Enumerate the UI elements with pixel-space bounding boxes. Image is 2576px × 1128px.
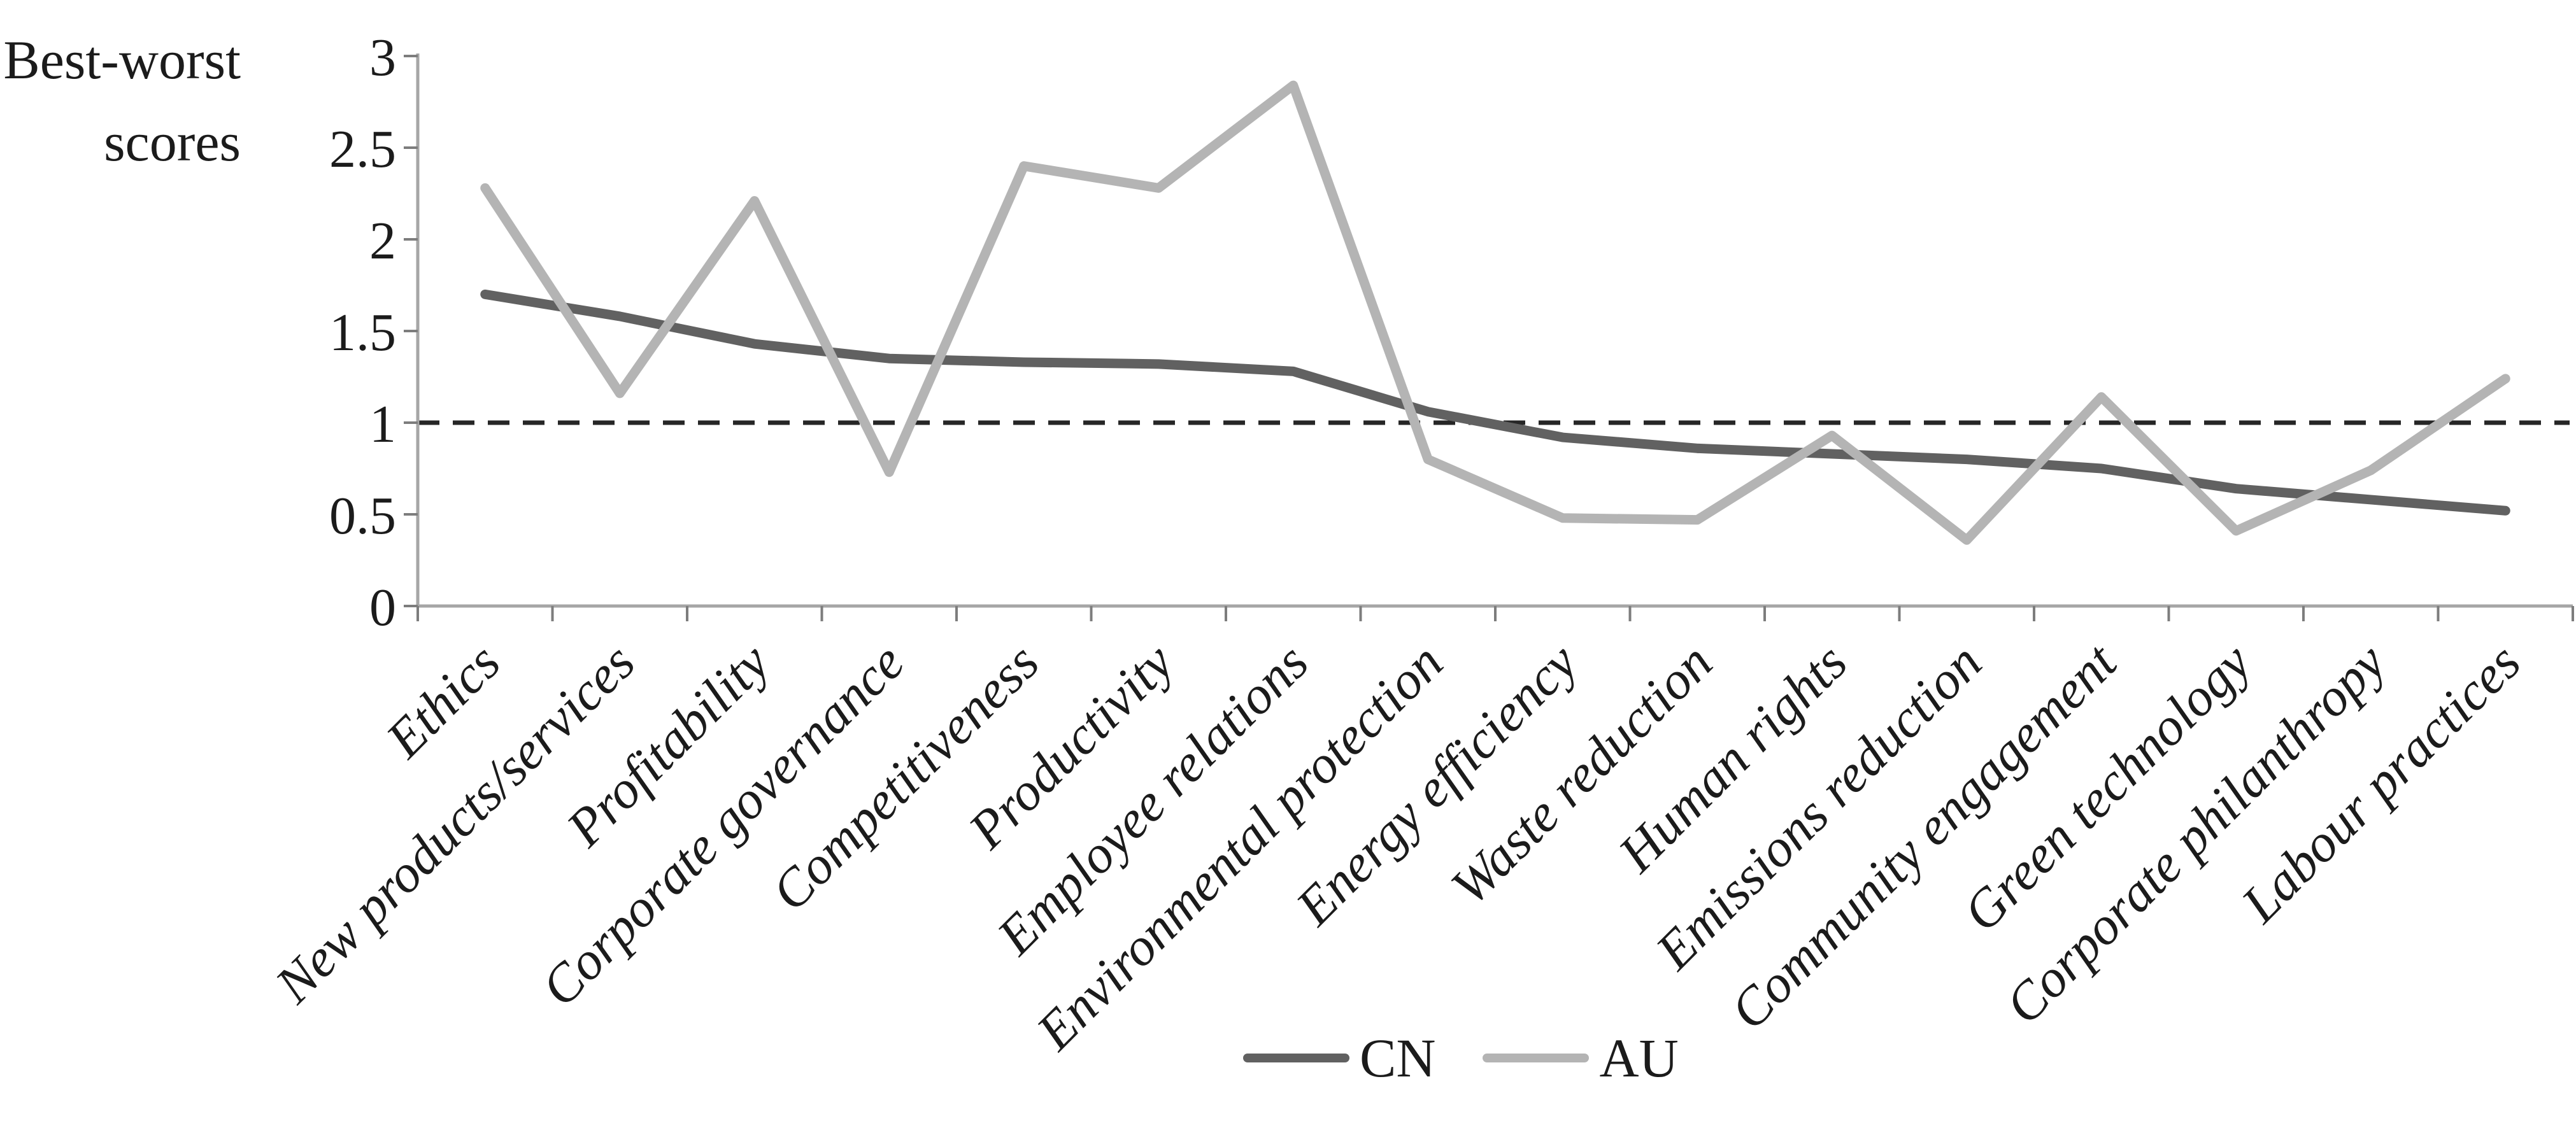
y-axis-title-line1: Best-worst	[3, 29, 241, 90]
legend-label-au: AU	[1599, 1027, 1679, 1089]
legend: CN AU	[1243, 1026, 1679, 1090]
y-tick-label: 0.5	[329, 486, 396, 546]
y-tick-label: 1.5	[329, 303, 396, 362]
au-line	[480, 80, 2510, 545]
au-line-swatch	[1483, 1054, 1590, 1062]
y-tick-label: 3	[369, 28, 396, 87]
y-tick-label: 0	[369, 578, 396, 637]
y-tick-label: 1	[369, 395, 396, 454]
legend-item-au: AU	[1483, 1026, 1679, 1090]
y-axis-title: Best-worst scores	[0, 19, 241, 183]
legend-item-cn: CN	[1243, 1026, 1435, 1090]
y-tick-label: 2	[369, 211, 396, 271]
y-tick-label: 2.5	[329, 120, 396, 179]
cn-line-swatch	[1243, 1054, 1349, 1062]
cn-line	[480, 289, 2510, 516]
legend-label-cn: CN	[1360, 1027, 1436, 1089]
y-axis-title-line2: scores	[104, 111, 241, 173]
